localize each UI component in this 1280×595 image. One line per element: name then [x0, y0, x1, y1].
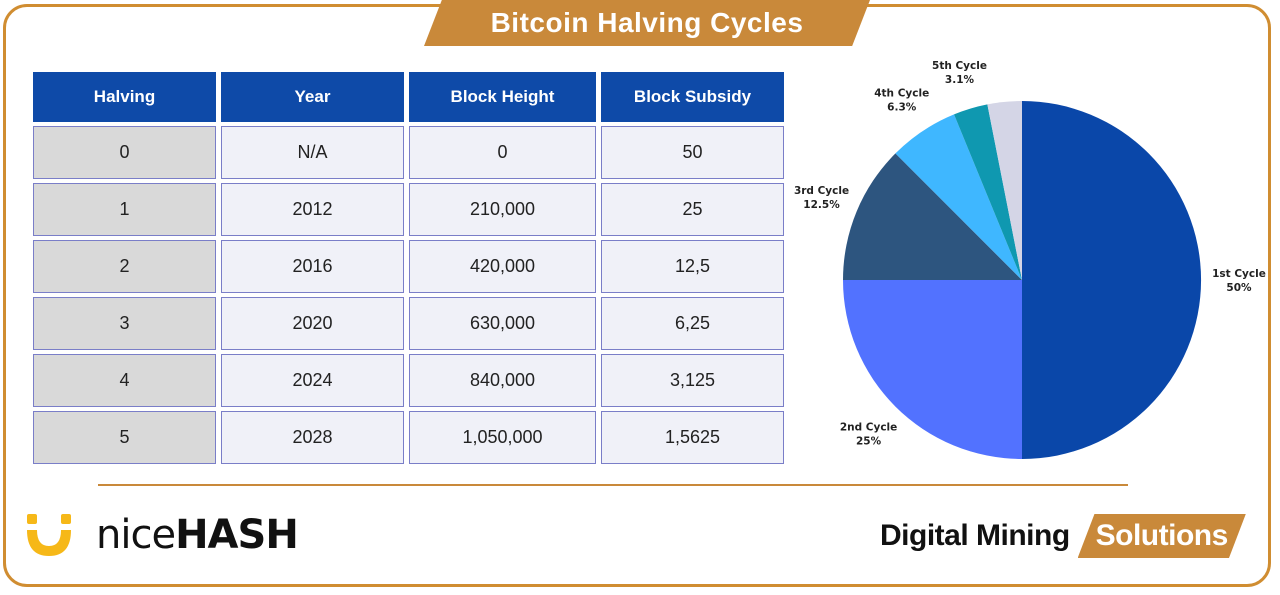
pie-slice-unlabeled [987, 101, 1022, 280]
cell-year: 2024 [221, 354, 404, 407]
table-row: 1 2012 210,000 25 [33, 183, 784, 236]
pie-label-name: 2nd Cycle [840, 421, 897, 433]
cell-halving: 5 [33, 411, 216, 464]
cell-halving: 3 [33, 297, 216, 350]
pie-label-value: 12.5% [803, 199, 840, 211]
nicehash-logo-text: niceHASH [96, 512, 299, 558]
table-row: 3 2020 630,000 6,25 [33, 297, 784, 350]
pie-label-value: 25% [856, 435, 882, 447]
pie-label-name: 5th Cycle [932, 60, 987, 72]
pie-slice-4th-cycle [895, 114, 1022, 280]
pie-slice-3rd-cycle [843, 153, 1022, 280]
cell-halving: 2 [33, 240, 216, 293]
dms-logo-accent-text: Solutions [1095, 519, 1229, 552]
dms-logo-accent-tab: Solutions [1077, 514, 1246, 558]
table-row: 4 2024 840,000 3,125 [33, 354, 784, 407]
cell-halving: 1 [33, 183, 216, 236]
dms-logo-dark-text: Digital Mining [880, 519, 1070, 552]
column-header-halving: Halving [33, 72, 216, 122]
cell-block-height: 210,000 [409, 183, 596, 236]
pie-label-value: 50% [1226, 282, 1252, 294]
title-banner: Bitcoin Halving Cycles [424, 0, 870, 46]
cell-block-height: 420,000 [409, 240, 596, 293]
pie-label-value: 6.3% [887, 101, 917, 113]
table-row: 2 2016 420,000 12,5 [33, 240, 784, 293]
column-header-block-height: Block Height [409, 72, 596, 122]
cell-year: 2016 [221, 240, 404, 293]
cell-block-subsidy: 50 [601, 126, 784, 179]
cell-block-subsidy: 25 [601, 183, 784, 236]
pie-chart-svg: 1st Cycle 50% 2nd Cycle 25% 3rd Cycle 12.5% 4t… [794, 60, 1266, 459]
pie-slice-5th-cycle [954, 104, 1022, 280]
cell-year: N/A [221, 126, 404, 179]
cell-block-subsidy: 1,5625 [601, 411, 784, 464]
cell-year: 2012 [221, 183, 404, 236]
halving-table: Halving Year Block Height Block Subsidy … [28, 68, 789, 468]
cell-halving: 0 [33, 126, 216, 179]
cell-halving: 4 [33, 354, 216, 407]
table-header-row: Halving Year Block Height Block Subsidy [33, 72, 784, 122]
cell-block-subsidy: 12,5 [601, 240, 784, 293]
column-header-year: Year [221, 72, 404, 122]
pie-label-name: 1st Cycle [1212, 268, 1266, 280]
digital-mining-solutions-logo: Digital Mining Solutions [880, 514, 1246, 558]
pie-label-name: 4th Cycle [874, 87, 929, 99]
page-title: Bitcoin Halving Cycles [490, 7, 804, 38]
pie-slice-2nd-cycle [843, 280, 1022, 459]
cell-block-height: 630,000 [409, 297, 596, 350]
nicehash-logo-bold: HASH [175, 512, 299, 558]
cell-block-height: 840,000 [409, 354, 596, 407]
column-header-block-subsidy: Block Subsidy [601, 72, 784, 122]
nicehash-logo-icon [27, 514, 71, 556]
cell-year: 2028 [221, 411, 404, 464]
cell-block-subsidy: 3,125 [601, 354, 784, 407]
cell-block-height: 0 [409, 126, 596, 179]
cell-block-height: 1,050,000 [409, 411, 596, 464]
table-row: 5 2028 1,050,000 1,5625 [33, 411, 784, 464]
pie-label-value: 3.1% [945, 74, 975, 86]
cell-year: 2020 [221, 297, 404, 350]
footer-divider [98, 484, 1128, 486]
halving-pie-chart: 1st Cycle 50% 2nd Cycle 25% 3rd Cycle 12.5% 4t… [780, 60, 1270, 480]
cell-block-subsidy: 6,25 [601, 297, 784, 350]
nicehash-logo-light: nice [96, 512, 176, 558]
table-row: 0 N/A 0 50 [33, 126, 784, 179]
pie-label-name: 3rd Cycle [794, 185, 849, 197]
pie-slice-1st-cycle [1022, 100, 1202, 459]
